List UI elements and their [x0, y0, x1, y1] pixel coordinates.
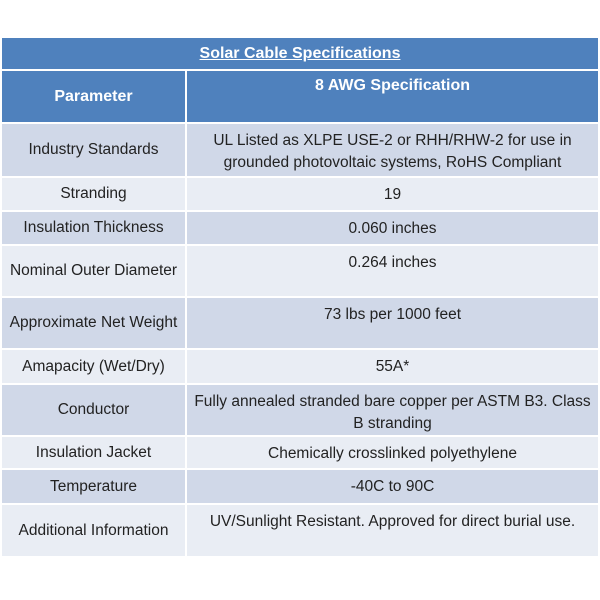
table-cell-value: 73 lbs per 1000 feet	[187, 298, 598, 348]
table-cell-value: 19	[187, 178, 598, 210]
header-parameter: Parameter	[2, 71, 185, 122]
table-cell-value: -40C to 90C	[187, 470, 598, 503]
table-cell-value: 0.264 inches	[187, 246, 598, 296]
table-cell-parameter: Industry Standards	[2, 124, 185, 176]
table-cell-parameter: Approximate Net Weight	[2, 298, 185, 348]
table-cell-value: 55A*	[187, 350, 598, 383]
table-cell-value: UL Listed as XLPE USE-2 or RHH/RHW-2 for…	[187, 124, 598, 176]
table-cell-parameter: Temperature	[2, 470, 185, 503]
table-cell-value: Fully annealed stranded bare copper per …	[187, 385, 598, 435]
table-cell-parameter: Insulation Thickness	[2, 212, 185, 244]
header-specification: 8 AWG Specification	[187, 71, 598, 122]
table-cell-parameter: Additional Information	[2, 505, 185, 556]
table-cell-parameter: Stranding	[2, 178, 185, 210]
spec-table: Solar Cable Specifications Parameter 8 A…	[2, 38, 598, 556]
table-cell-parameter: Insulation Jacket	[2, 437, 185, 468]
table-cell-value: 0.060 inches	[187, 212, 598, 244]
table-title: Solar Cable Specifications	[2, 38, 598, 69]
table-cell-parameter: Conductor	[2, 385, 185, 435]
table-cell-value: UV/Sunlight Resistant. Approved for dire…	[187, 505, 598, 556]
table-cell-parameter: Amapacity (Wet/Dry)	[2, 350, 185, 383]
table-cell-value: Chemically crosslinked polyethylene	[187, 437, 598, 468]
table-cell-parameter: Nominal Outer Diameter	[2, 246, 185, 296]
